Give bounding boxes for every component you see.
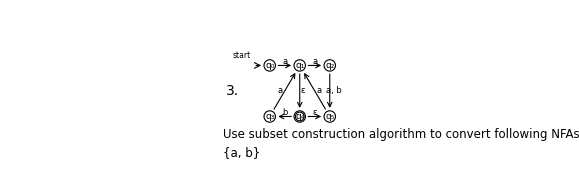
Circle shape <box>294 111 306 122</box>
Text: a: a <box>278 86 283 95</box>
Text: a: a <box>312 57 317 66</box>
Text: Use subset construction algorithm to convert following NFAs -> DFA. NFAs are con: Use subset construction algorithm to con… <box>223 128 579 141</box>
Circle shape <box>264 111 276 122</box>
Text: a, b: a, b <box>327 86 342 96</box>
Text: ε: ε <box>300 86 305 96</box>
Text: b: b <box>282 108 287 117</box>
Text: {a, b}: {a, b} <box>223 145 261 159</box>
Text: q₀: q₀ <box>265 61 274 70</box>
Text: q₄: q₄ <box>295 112 305 121</box>
Circle shape <box>324 111 335 122</box>
Circle shape <box>294 60 306 71</box>
Text: a: a <box>317 86 322 95</box>
Text: 3.: 3. <box>226 84 239 98</box>
Text: q₁: q₁ <box>295 61 305 70</box>
Circle shape <box>324 60 335 71</box>
Circle shape <box>264 60 276 71</box>
Text: q₂: q₂ <box>325 61 335 70</box>
Text: ε: ε <box>313 108 317 117</box>
Text: q₅: q₅ <box>325 112 335 121</box>
Text: start: start <box>233 51 251 60</box>
Text: a: a <box>282 57 287 66</box>
Text: q₃: q₃ <box>265 112 274 121</box>
